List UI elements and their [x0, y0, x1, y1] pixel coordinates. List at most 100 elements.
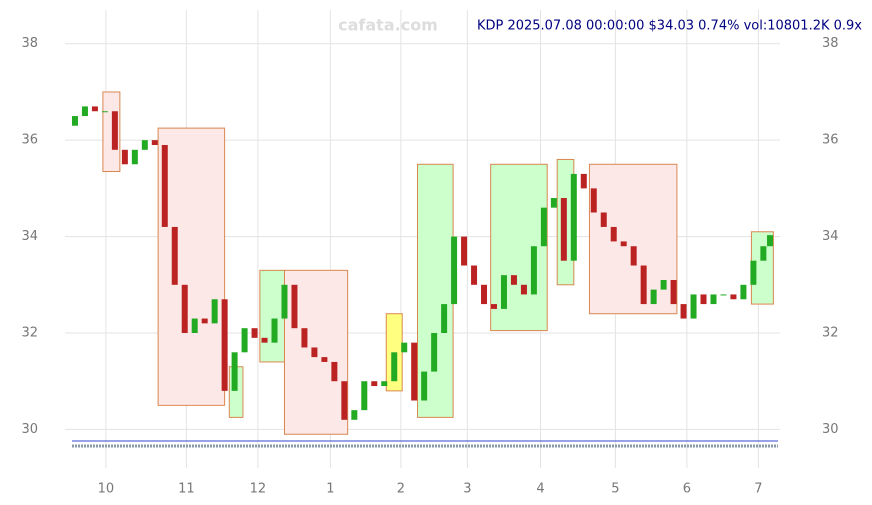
candle	[700, 294, 707, 305]
chart-title: KDP 2025.07.08 00:00:00 $34.03 0.74% vol…	[477, 19, 862, 34]
candle	[421, 371, 428, 401]
candle	[690, 294, 697, 319]
candle	[181, 284, 188, 334]
candle	[750, 260, 757, 285]
candle	[510, 275, 517, 285]
y2-tick-label: 36	[822, 133, 839, 148]
y2-tick-label: 38	[822, 36, 839, 51]
candle	[491, 304, 497, 309]
candle	[710, 294, 717, 305]
candle	[590, 188, 597, 213]
candle	[451, 236, 458, 305]
y2-tick-label: 34	[822, 229, 839, 244]
candle	[620, 241, 627, 247]
y2-tick-label: 32	[822, 326, 839, 341]
range-box	[490, 163, 548, 332]
candle	[221, 299, 228, 391]
range-box	[157, 127, 226, 406]
candle	[131, 149, 138, 165]
candle	[261, 337, 268, 343]
candle	[580, 173, 587, 189]
candle	[600, 212, 607, 227]
candle	[91, 106, 98, 112]
candle	[331, 361, 338, 382]
candle	[311, 347, 318, 358]
y-tick-label: 32	[21, 326, 38, 341]
candle-layer	[71, 106, 774, 420]
candle	[500, 275, 507, 309]
candle	[560, 198, 567, 261]
candle	[151, 140, 158, 145]
candle	[171, 226, 178, 285]
candle	[191, 318, 198, 334]
candle	[231, 352, 238, 391]
candle	[431, 333, 438, 372]
candle	[680, 304, 687, 319]
x-tick-label: 1	[326, 482, 334, 497]
candle	[391, 352, 398, 382]
y-tick-label: 38	[21, 36, 38, 51]
candle	[371, 381, 378, 387]
candle	[361, 381, 368, 411]
candle	[101, 111, 108, 113]
candle	[411, 342, 418, 401]
candle	[630, 246, 637, 266]
x-tick-label: 6	[683, 482, 691, 497]
x-tick-label: 3	[463, 482, 471, 497]
candle	[161, 144, 168, 227]
candle	[550, 198, 557, 208]
candle	[301, 328, 308, 348]
x-tick-label: 2	[397, 482, 405, 497]
y2-tick-label: 30	[822, 422, 839, 437]
candle	[670, 279, 677, 305]
candle	[201, 318, 208, 324]
x-tick-label: 5	[611, 482, 619, 497]
candle	[640, 265, 647, 305]
candle	[650, 289, 657, 305]
x-tick-label: 10	[98, 482, 115, 497]
candle	[610, 226, 617, 242]
candle	[570, 173, 577, 261]
candle	[530, 246, 537, 295]
candle	[520, 284, 527, 295]
candle	[540, 207, 547, 247]
candle	[271, 318, 278, 343]
candle	[291, 284, 298, 329]
candle	[81, 106, 88, 117]
candle	[251, 328, 258, 338]
y-tick-label: 30	[21, 422, 38, 437]
candle	[730, 294, 737, 300]
candle	[111, 111, 118, 150]
x-tick-label: 11	[178, 482, 195, 497]
candle	[441, 304, 448, 334]
candle	[720, 294, 727, 296]
candle	[401, 342, 408, 353]
candle	[660, 279, 667, 290]
candle	[321, 357, 328, 362]
x-tick-label: 12	[250, 482, 267, 497]
x-tick-label: 7	[754, 482, 762, 497]
candle	[481, 284, 488, 305]
candle	[141, 140, 148, 150]
candle	[211, 299, 218, 324]
candle	[121, 149, 128, 165]
candle	[471, 265, 478, 285]
y-tick-label: 36	[21, 133, 38, 148]
candle	[740, 284, 747, 300]
candle	[71, 116, 78, 126]
candle	[760, 246, 767, 261]
candle	[281, 284, 288, 319]
candle	[351, 410, 358, 420]
candle	[461, 236, 468, 266]
watermark: cafata.com	[338, 16, 438, 35]
candle	[767, 235, 774, 247]
x-tick-label: 4	[536, 482, 544, 497]
range-box	[588, 163, 678, 315]
candle	[241, 328, 248, 353]
y-tick-label: 34	[21, 229, 38, 244]
range-box	[259, 269, 285, 363]
candle	[341, 381, 348, 420]
candle	[381, 381, 388, 387]
